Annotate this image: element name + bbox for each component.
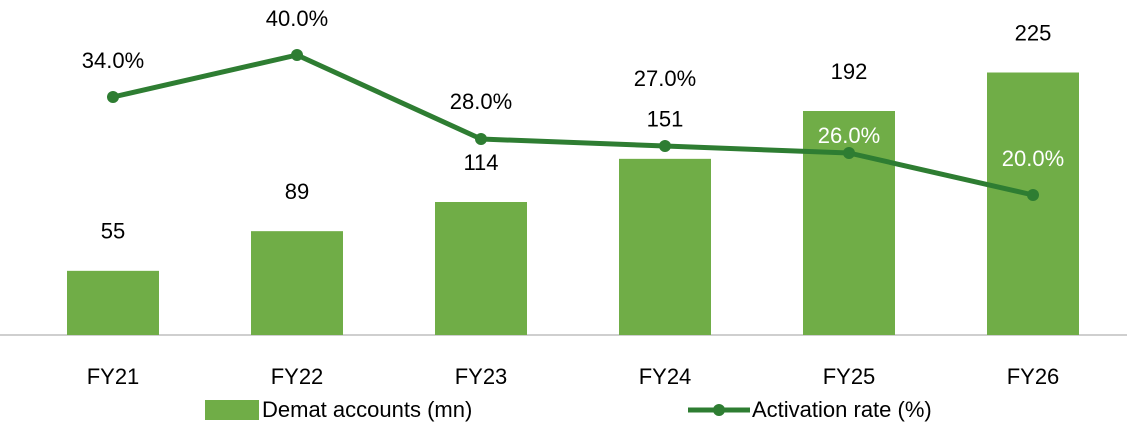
line-point	[1027, 189, 1039, 201]
bar	[251, 231, 343, 335]
bar-label: 192	[831, 59, 868, 84]
bar-label: 151	[647, 107, 684, 132]
legend-swatch-dot	[713, 404, 725, 416]
line-label: 27.0%	[634, 66, 696, 91]
x-tick-label: FY24	[639, 364, 692, 389]
legend-swatch	[205, 400, 259, 420]
line-point	[107, 91, 119, 103]
bar	[435, 202, 527, 335]
line-point	[475, 133, 487, 145]
x-tick-label: FY25	[823, 364, 876, 389]
bar	[619, 158, 711, 335]
x-tick-label: FY21	[87, 364, 140, 389]
x-tick-label: FY26	[1007, 364, 1060, 389]
line-label: 34.0%	[82, 48, 144, 73]
legend-label: Demat accounts (mn)	[262, 397, 472, 422]
line-label: 40.0%	[266, 6, 328, 31]
line	[112, 52, 1034, 198]
x-tick-label: FY23	[455, 364, 508, 389]
line-point	[291, 49, 303, 61]
line-label: 28.0%	[450, 89, 512, 114]
bar-label: 89	[285, 179, 309, 204]
bar	[987, 72, 1079, 335]
line-point	[843, 147, 855, 159]
bar	[67, 270, 159, 335]
legend-label: Activation rate (%)	[752, 397, 932, 422]
bar-label: 114	[463, 150, 498, 175]
bar-label: 225	[1015, 20, 1052, 45]
x-tick-label: FY22	[271, 364, 324, 389]
line-label: 20.0%	[1002, 146, 1064, 171]
line-point	[659, 140, 671, 152]
bar-label: 55	[101, 219, 125, 244]
line-label: 26.0%	[818, 123, 880, 148]
